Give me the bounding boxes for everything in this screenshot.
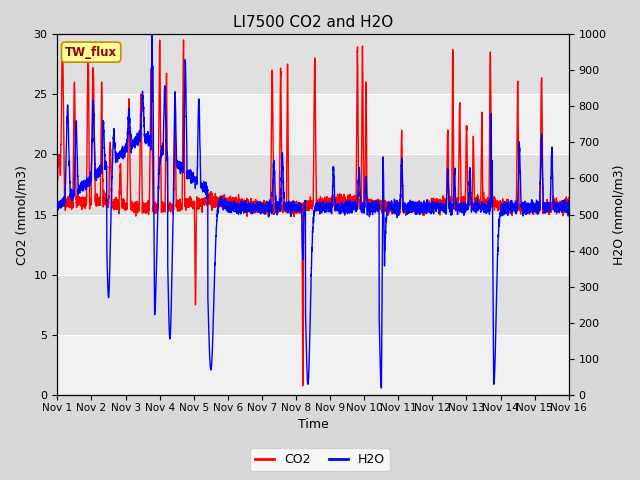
Bar	[58, 215, 569, 275]
Bar	[58, 335, 569, 395]
X-axis label: Time: Time	[298, 419, 328, 432]
Y-axis label: CO2 (mmol/m3): CO2 (mmol/m3)	[15, 165, 28, 264]
Legend: CO2, H2O: CO2, H2O	[250, 448, 390, 471]
Bar	[58, 275, 569, 335]
Y-axis label: H2O (mmol/m3): H2O (mmol/m3)	[612, 164, 625, 265]
Bar	[58, 34, 569, 94]
Title: LI7500 CO2 and H2O: LI7500 CO2 and H2O	[233, 15, 393, 30]
Bar	[58, 94, 569, 155]
Text: TW_flux: TW_flux	[65, 46, 117, 59]
Bar	[58, 155, 569, 215]
